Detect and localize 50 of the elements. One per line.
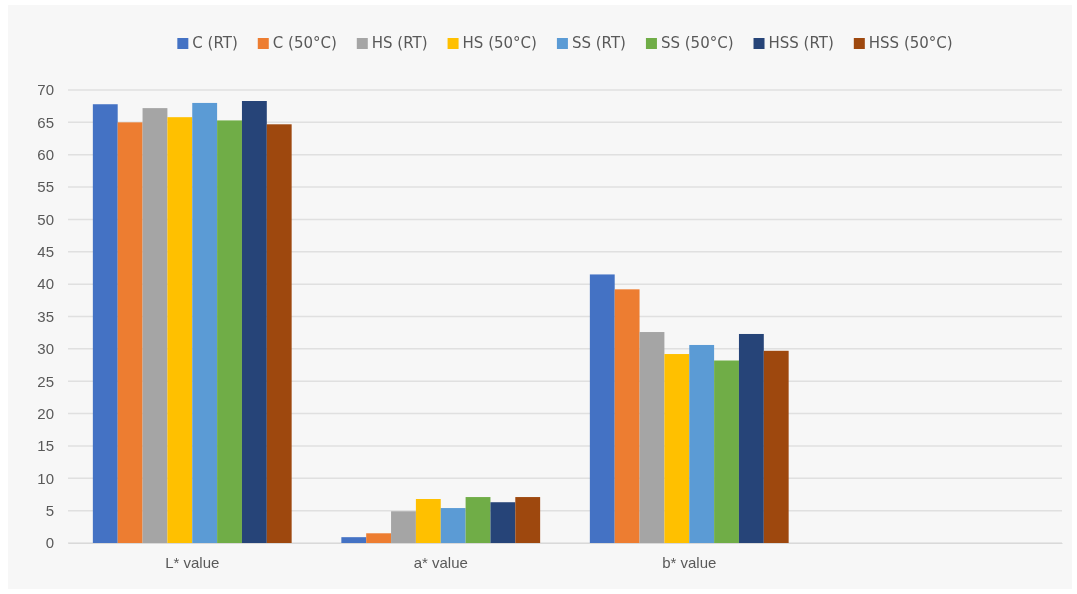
bar: [192, 102, 218, 543]
y-tick-label: 0: [45, 534, 54, 552]
y-tick-label: 70: [37, 81, 54, 99]
bar: [92, 104, 118, 543]
y-tick-label: 15: [37, 437, 54, 455]
legend-label: SS (RT): [571, 34, 626, 52]
bar: [167, 117, 193, 543]
bar: [639, 332, 665, 543]
y-tick-label: 50: [37, 210, 54, 228]
bar: [117, 122, 143, 543]
legend-label: SS (50°C): [660, 34, 734, 52]
y-tick-label: 40: [37, 275, 54, 293]
y-tick-label: 25: [37, 372, 54, 390]
y-tick-label: 45: [37, 243, 54, 261]
legend-label: C (50°C): [272, 34, 337, 52]
bar: [465, 497, 491, 543]
bar: [241, 101, 267, 543]
bar: [689, 344, 715, 543]
legend-label: HSS (RT): [768, 34, 834, 52]
bar: [515, 497, 541, 543]
bar: [366, 533, 392, 543]
x-tick-label: a* value: [413, 553, 468, 571]
bar: [614, 289, 640, 543]
y-tick-label: 60: [37, 146, 54, 164]
bar: [217, 120, 242, 543]
y-tick-label: 30: [37, 340, 54, 358]
bar: [391, 511, 416, 543]
bar: [415, 498, 441, 543]
y-tick-label: 5: [45, 501, 54, 519]
bar: [142, 108, 168, 543]
bar: [763, 350, 789, 543]
x-tick-label: b* value: [662, 553, 717, 571]
y-tick-label: 55: [37, 178, 54, 196]
bar: [738, 333, 764, 543]
y-tick-label: 10: [37, 469, 54, 487]
bar: [490, 502, 516, 543]
x-tick-label: L* value: [165, 553, 220, 571]
legend-label: C (RT): [192, 34, 238, 52]
bar: [589, 274, 615, 543]
y-tick-label: 20: [37, 404, 54, 422]
bar: [341, 537, 367, 543]
bar: [266, 124, 292, 543]
bar: [714, 360, 739, 543]
legend-label: HS (50°C): [462, 34, 537, 52]
y-tick-label: 65: [37, 113, 54, 131]
bar: [440, 508, 466, 543]
y-tick-label: 35: [37, 307, 54, 325]
legend-label: HS (RT): [371, 34, 428, 52]
legend-label: HSS (50°C): [868, 34, 953, 52]
bar: [664, 354, 690, 543]
